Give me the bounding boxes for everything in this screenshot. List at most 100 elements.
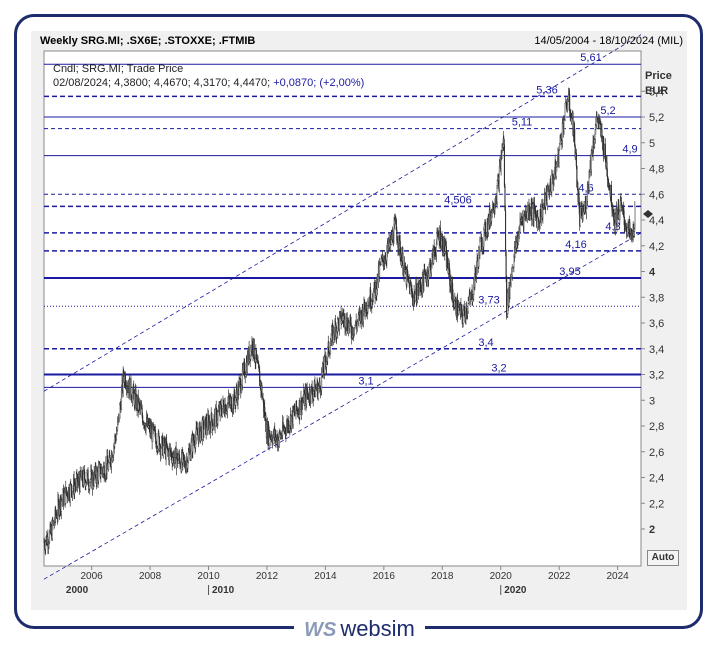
- candle-body: [452, 282, 454, 296]
- candle-body: [100, 473, 102, 477]
- y-tick-label: 5,4: [649, 86, 664, 98]
- candle-body: [124, 374, 126, 387]
- candle-body: [526, 211, 528, 220]
- auto-scale-button[interactable]: Auto: [647, 550, 679, 566]
- candle-body: [49, 531, 51, 543]
- candle-body: [106, 455, 108, 474]
- candle-body: [157, 433, 159, 449]
- candle-body: [95, 466, 97, 480]
- candle-body: [69, 483, 71, 500]
- candle-body: [393, 224, 395, 244]
- candle-body: [396, 229, 398, 241]
- candle-body: [108, 462, 110, 470]
- candle-body: [362, 314, 364, 322]
- candle-body: [134, 393, 136, 406]
- candle-body: [617, 218, 619, 225]
- candle-body: [523, 213, 525, 227]
- candle-body: [476, 257, 478, 268]
- candle-body: [483, 229, 485, 247]
- candle-body: [504, 186, 506, 211]
- decade-label: 2010: [212, 585, 235, 596]
- candle-body: [182, 452, 184, 455]
- candle-body: [564, 102, 566, 121]
- y-tick-label: 2,2: [649, 498, 664, 510]
- candle-body: [536, 216, 538, 227]
- candle-body: [215, 407, 217, 427]
- candle-body: [203, 429, 205, 434]
- candle-body: [542, 207, 544, 219]
- candle-body: [98, 467, 100, 481]
- candle-body: [272, 435, 274, 444]
- candle-body: [372, 290, 374, 302]
- candle-body: [447, 256, 449, 269]
- candle-body: [455, 298, 457, 315]
- legend-series: Cndl; SRG.MI; Trade Price: [53, 63, 184, 75]
- candle-body: [212, 425, 214, 430]
- candle-body: [590, 149, 592, 170]
- candle-body: [618, 204, 620, 215]
- candle-body: [436, 231, 438, 244]
- candle-body: [382, 255, 384, 261]
- candle-body: [402, 253, 404, 275]
- candle-body: [531, 207, 533, 219]
- candle-body: [510, 276, 512, 283]
- candle-body: [102, 467, 104, 474]
- candle-body: [258, 361, 260, 368]
- y-axis-currency: EUR: [645, 85, 669, 97]
- candle-body: [389, 242, 391, 247]
- candle-body: [500, 156, 502, 169]
- candle-body: [588, 171, 590, 189]
- candle-body: [574, 128, 576, 147]
- y-tick-label: 3: [649, 395, 655, 407]
- candle-body: [596, 116, 598, 118]
- candle-body: [426, 275, 428, 282]
- x-tick-label: 2006: [81, 571, 104, 582]
- websim-logo: WS websim: [0, 614, 719, 645]
- candle-body: [576, 165, 578, 188]
- candle-body: [431, 254, 433, 267]
- last-price-marker: [643, 209, 653, 218]
- candle-body: [84, 471, 86, 481]
- candle-body: [408, 281, 410, 284]
- candle-body: [601, 129, 603, 137]
- candle-body: [87, 469, 89, 485]
- candle-body: [319, 381, 321, 387]
- candle-body: [288, 420, 290, 431]
- x-tick-label: 2024: [606, 571, 629, 582]
- candle-body: [265, 415, 267, 432]
- candle-body: [553, 177, 555, 184]
- candle-body: [193, 440, 196, 446]
- candle-body: [472, 298, 474, 302]
- candle-body: [117, 421, 119, 431]
- candle-body: [625, 226, 628, 232]
- candle-body: [141, 407, 143, 416]
- candle-body: [504, 210, 507, 251]
- y-tick-label: 2,6: [649, 447, 664, 459]
- candle-body: [65, 487, 67, 494]
- candle-body: [422, 272, 424, 282]
- legend-ohlc: 02/08/2024; 4,3800; 4,4670; 4,3170; 4,44…: [53, 76, 364, 90]
- candle-body: [290, 415, 293, 429]
- candle-body: [627, 227, 629, 235]
- level-label: 5,61: [580, 52, 601, 64]
- candle-body: [238, 381, 240, 395]
- trend-channel-upper: [43, 34, 642, 392]
- candle-body: [109, 458, 111, 465]
- candle-body: [503, 144, 505, 187]
- candle-body: [457, 299, 459, 316]
- candle-body: [569, 93, 571, 112]
- candle-body: [241, 367, 243, 386]
- candle-body: [79, 471, 81, 492]
- candle-body: [450, 280, 452, 288]
- candle-body: [108, 454, 110, 463]
- candle-body: [575, 152, 577, 166]
- level-label: 3,2: [491, 363, 506, 375]
- candle-body: [250, 347, 252, 360]
- candle-body: [299, 400, 301, 415]
- y-tick-label: 2,8: [649, 421, 664, 433]
- candles: [43, 87, 636, 556]
- candle-body: [509, 279, 511, 298]
- candle-body: [535, 209, 537, 216]
- candle-body: [115, 433, 118, 441]
- candle-body: [551, 174, 553, 192]
